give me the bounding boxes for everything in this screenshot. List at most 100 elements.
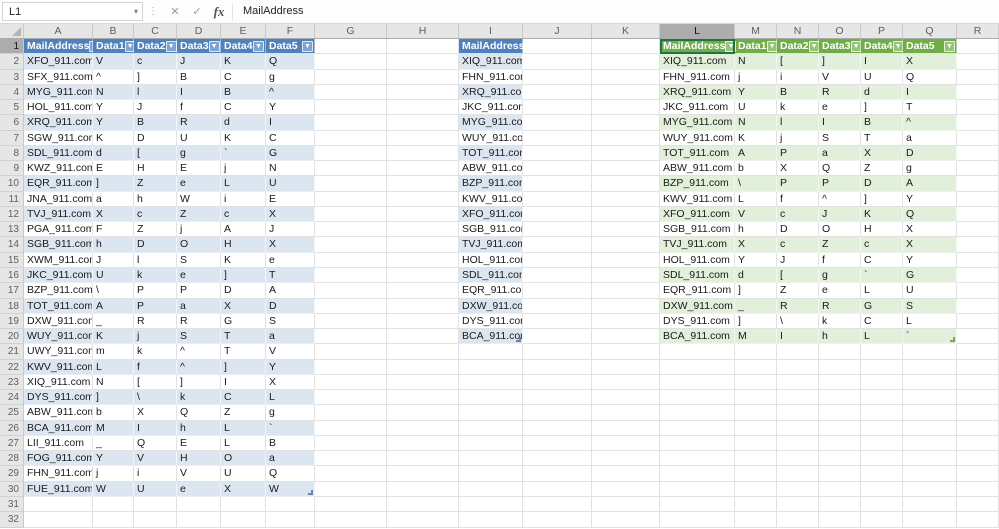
cell-K23[interactable] (592, 374, 660, 391)
cell-L31[interactable] (660, 496, 735, 513)
cell-J3[interactable] (523, 69, 592, 85)
cell-P30[interactable] (861, 481, 903, 497)
cell-I15[interactable]: HOL_911.com (459, 252, 523, 268)
cell-O17[interactable]: e (819, 283, 861, 299)
cell-A19[interactable]: DXW_911.com (24, 313, 93, 330)
cell-C23[interactable]: [ (134, 374, 177, 391)
cell-C12[interactable]: c (134, 206, 177, 223)
cell-R1[interactable] (957, 39, 999, 55)
cell-H26[interactable] (387, 420, 459, 436)
row-header-20[interactable]: 20 (0, 329, 24, 345)
cell-A7[interactable]: SGW_911.com (24, 130, 93, 146)
cell-N14[interactable]: c (777, 237, 819, 253)
column-header-H[interactable]: H (387, 24, 459, 38)
cell-B11[interactable]: a (93, 191, 134, 207)
cell-F3[interactable]: g (266, 69, 315, 85)
cell-O6[interactable]: I (819, 115, 861, 131)
cell-P11[interactable]: ] (861, 191, 903, 207)
row-header-27[interactable]: 27 (0, 435, 24, 452)
row-header-10[interactable]: 10 (0, 176, 24, 192)
cell-C8[interactable]: [ (134, 145, 177, 162)
column-header-I[interactable]: I (459, 24, 523, 38)
cell-P4[interactable]: d (861, 84, 903, 101)
cell-F21[interactable]: V (266, 344, 315, 360)
cell-R27[interactable] (957, 435, 999, 452)
cell-O3[interactable]: V (819, 69, 861, 85)
cell-C29[interactable]: i (134, 466, 177, 482)
cell-M32[interactable] (735, 512, 777, 528)
cell-K25[interactable] (592, 405, 660, 421)
cell-A12[interactable]: TVJ_911.com (24, 206, 93, 223)
cell-I30[interactable] (459, 481, 523, 497)
cell-N30[interactable] (777, 481, 819, 497)
cell-G21[interactable] (315, 344, 387, 360)
cell-P3[interactable]: U (861, 69, 903, 85)
cell-F5[interactable]: Y (266, 100, 315, 116)
cell-Q16[interactable]: G (903, 267, 957, 284)
cell-R7[interactable] (957, 130, 999, 146)
cell-P23[interactable] (861, 374, 903, 391)
cell-B14[interactable]: h (93, 237, 134, 253)
table-header-cell-L1[interactable]: MailAddress ▼ (660, 39, 737, 55)
cell-P5[interactable]: ] (861, 100, 903, 116)
cell-D22[interactable]: ^ (177, 359, 221, 375)
name-box-dropdown-icon[interactable]: ▾ (133, 7, 138, 16)
cell-O4[interactable]: R (819, 84, 861, 101)
cell-C30[interactable]: U (134, 481, 177, 497)
cell-E23[interactable]: I (221, 374, 266, 391)
cell-C4[interactable]: l (134, 84, 177, 101)
cell-H31[interactable] (387, 496, 459, 513)
cell-K16[interactable] (592, 267, 660, 284)
cell-H21[interactable] (387, 344, 459, 360)
cell-K7[interactable] (592, 130, 660, 146)
cell-D30[interactable]: e (177, 481, 221, 497)
cell-R20[interactable] (957, 329, 999, 345)
cell-J16[interactable] (523, 267, 592, 284)
cell-H12[interactable] (387, 206, 459, 223)
cell-N10[interactable]: P (777, 176, 819, 192)
column-header-M[interactable]: M (735, 24, 777, 38)
cell-B21[interactable]: m (93, 344, 134, 360)
cell-Q23[interactable] (903, 374, 957, 391)
cell-C6[interactable]: B (134, 115, 177, 131)
cell-D25[interactable]: Q (177, 405, 221, 421)
cell-M11[interactable]: L (735, 191, 777, 207)
column-header-K[interactable]: K (592, 24, 660, 38)
cell-P7[interactable]: T (861, 130, 903, 146)
cell-C21[interactable]: k (134, 344, 177, 360)
cell-H15[interactable] (387, 252, 459, 268)
cell-G32[interactable] (315, 512, 387, 528)
cell-I8[interactable]: TOT_911.com (459, 145, 523, 162)
cell-M25[interactable] (735, 405, 777, 421)
cell-G29[interactable] (315, 466, 387, 482)
cell-C14[interactable]: D (134, 237, 177, 253)
cell-C11[interactable]: h (134, 191, 177, 207)
cell-D27[interactable]: E (177, 435, 221, 452)
cell-L4[interactable]: XRQ_911.com (660, 84, 735, 101)
cell-I23[interactable] (459, 374, 523, 391)
column-header-G[interactable]: G (315, 24, 387, 38)
cell-N21[interactable] (777, 344, 819, 360)
cell-A25[interactable]: ABW_911.com (24, 405, 93, 421)
cell-D6[interactable]: R (177, 115, 221, 131)
cell-F24[interactable]: L (266, 390, 315, 406)
cell-G2[interactable] (315, 54, 387, 70)
cell-R15[interactable] (957, 252, 999, 268)
cell-R6[interactable] (957, 115, 999, 131)
cell-F8[interactable]: G (266, 145, 315, 162)
cell-H28[interactable] (387, 451, 459, 467)
cell-I27[interactable] (459, 435, 523, 452)
cell-B7[interactable]: K (93, 130, 134, 146)
cell-O23[interactable] (819, 374, 861, 391)
cell-H22[interactable] (387, 359, 459, 375)
cell-J32[interactable] (523, 512, 592, 528)
cell-H13[interactable] (387, 222, 459, 238)
cell-I5[interactable]: JKC_911.com (459, 100, 523, 116)
cell-A13[interactable]: PGA_911.com (24, 222, 93, 238)
cell-G30[interactable] (315, 481, 387, 497)
cell-R16[interactable] (957, 267, 999, 284)
cell-F4[interactable]: ^ (266, 84, 315, 101)
cell-I7[interactable]: WUY_911.com (459, 130, 523, 146)
cell-O19[interactable]: k (819, 313, 861, 330)
cell-I21[interactable] (459, 344, 523, 360)
